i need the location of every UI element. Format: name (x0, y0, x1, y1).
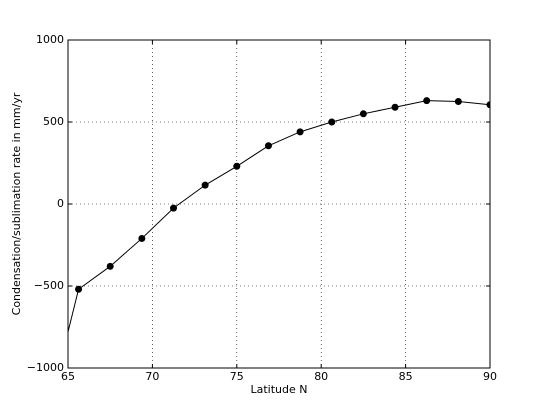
data-point (264, 142, 272, 150)
data-point (423, 97, 431, 105)
x-tick-label: 90 (483, 370, 497, 383)
plot-area (68, 97, 490, 335)
data-point (201, 181, 209, 189)
y-tick-label: −500 (34, 279, 64, 292)
y-tick-label: 1000 (36, 33, 64, 46)
x-tick-label: 85 (399, 370, 413, 383)
data-point (359, 110, 367, 118)
x-tick-label: 70 (145, 370, 159, 383)
data-point (328, 118, 336, 126)
y-axis-label: Condensation/sublimation rate in mm/yr (10, 92, 23, 315)
data-point (106, 262, 114, 270)
data-point (454, 98, 462, 105)
data-point (391, 103, 399, 111)
y-tick-label: −1000 (27, 361, 64, 374)
data-point (296, 128, 304, 136)
x-tick-label: 75 (230, 370, 244, 383)
y-tick-label: 500 (43, 115, 64, 128)
data-point (170, 204, 177, 212)
data-point (75, 285, 83, 293)
y-tick-label: 0 (57, 197, 64, 210)
data-point (138, 234, 146, 242)
data-point (486, 101, 490, 109)
x-tick-label: 65 (61, 370, 75, 383)
x-axis-label: Latitude N (251, 383, 308, 396)
data-point (233, 162, 241, 170)
x-tick-label: 80 (314, 370, 328, 383)
ticks: 65 70 75 80 85 90 −1000 −500 0 500 1000 (27, 33, 497, 383)
